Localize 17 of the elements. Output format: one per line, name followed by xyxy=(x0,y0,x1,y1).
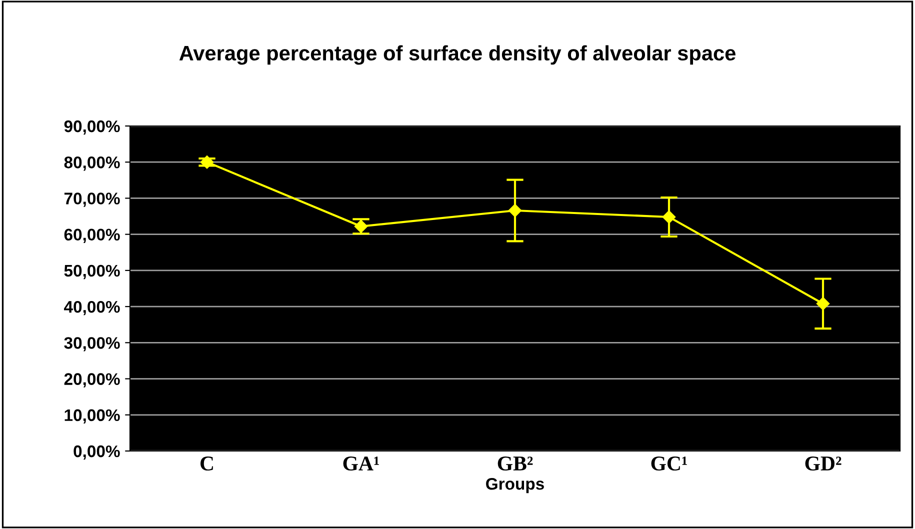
x-tick-label: GD² xyxy=(805,456,842,471)
y-tick-label: 80,00% xyxy=(64,156,120,171)
y-tick-label: 0,00% xyxy=(74,445,120,460)
y-tick-label: 20,00% xyxy=(64,373,120,388)
y-tick-label: 60,00% xyxy=(64,228,120,243)
y-tick-label: 50,00% xyxy=(64,264,120,280)
y-tick-label: 90,00% xyxy=(64,120,120,135)
x-tick-label: C xyxy=(200,456,213,471)
x-tick-label: GB² xyxy=(498,456,533,471)
y-tick-label: 40,00% xyxy=(64,300,120,316)
y-tick-label: 10,00% xyxy=(64,409,120,424)
chart-title: Average percentage of surface density of alveolar space xyxy=(179,45,736,65)
y-tick-label: 70,00% xyxy=(64,192,120,207)
x-tick-label: GC¹ xyxy=(651,456,687,471)
x-axis-title: Groups xyxy=(486,478,544,494)
x-tick-label: GA¹ xyxy=(343,456,379,471)
y-tick-label: 30,00% xyxy=(64,337,120,352)
